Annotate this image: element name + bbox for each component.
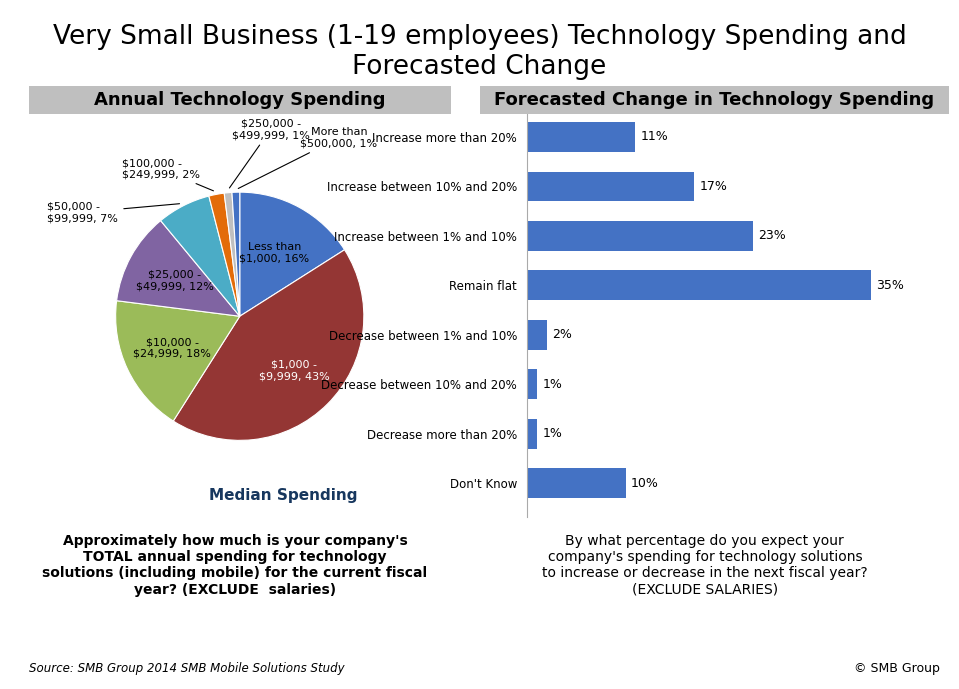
Text: $50,000 -
$99,999, 7%: $50,000 - $99,999, 7%	[47, 202, 179, 223]
Text: Approximately how much is your company's
TOTAL annual spending for technology
so: Approximately how much is your company's…	[42, 534, 428, 597]
Text: $250,000 -
$499,999, 1%: $250,000 - $499,999, 1%	[229, 119, 310, 188]
Text: 23%: 23%	[759, 229, 786, 243]
Text: $25,000 -
$49,999, 12%: $25,000 - $49,999, 12%	[135, 269, 214, 291]
Text: Median Spending: Median Spending	[209, 488, 358, 502]
Bar	[527, 320, 547, 349]
Wedge shape	[161, 196, 240, 316]
Text: $100,000 -
$249,999, 2%: $100,000 - $249,999, 2%	[122, 158, 214, 191]
Text: © SMB Group: © SMB Group	[854, 662, 940, 675]
Bar	[527, 369, 537, 399]
Text: By what percentage do you expect your
company's spending for technology solution: By what percentage do you expect your co…	[542, 534, 868, 597]
Wedge shape	[224, 192, 240, 316]
Wedge shape	[209, 193, 240, 316]
Text: Very Small Business (1-19 employees) Technology Spending and
Forecasted Change: Very Small Business (1-19 employees) Tec…	[53, 24, 906, 80]
Text: 1%: 1%	[542, 378, 562, 391]
Text: Annual Technology Spending: Annual Technology Spending	[94, 91, 386, 109]
Bar	[527, 172, 694, 201]
Text: More than
$500,000, 1%: More than $500,000, 1%	[238, 127, 378, 189]
Wedge shape	[117, 220, 240, 316]
Text: 35%: 35%	[876, 279, 904, 292]
Text: Source: SMB Group 2014 SMB Mobile Solutions Study: Source: SMB Group 2014 SMB Mobile Soluti…	[29, 662, 344, 675]
Wedge shape	[232, 192, 240, 316]
Text: 1%: 1%	[542, 427, 562, 440]
Text: 2%: 2%	[552, 328, 572, 341]
Text: 17%: 17%	[699, 180, 727, 193]
Bar	[527, 419, 537, 449]
Text: 10%: 10%	[631, 477, 659, 490]
Bar	[527, 221, 753, 251]
Wedge shape	[116, 300, 240, 421]
Bar	[527, 469, 625, 498]
Text: $10,000 -
$24,999, 18%: $10,000 - $24,999, 18%	[133, 337, 211, 359]
Text: 11%: 11%	[641, 130, 668, 143]
Text: $1,000 -
$9,999, 43%: $1,000 - $9,999, 43%	[259, 360, 330, 382]
Text: Less than
$1,000, 16%: Less than $1,000, 16%	[240, 243, 310, 264]
Bar	[527, 122, 636, 152]
Wedge shape	[174, 249, 363, 440]
Text: Forecasted Change in Technology Spending: Forecasted Change in Technology Spending	[495, 91, 934, 109]
Bar	[527, 271, 871, 300]
Wedge shape	[240, 192, 344, 316]
